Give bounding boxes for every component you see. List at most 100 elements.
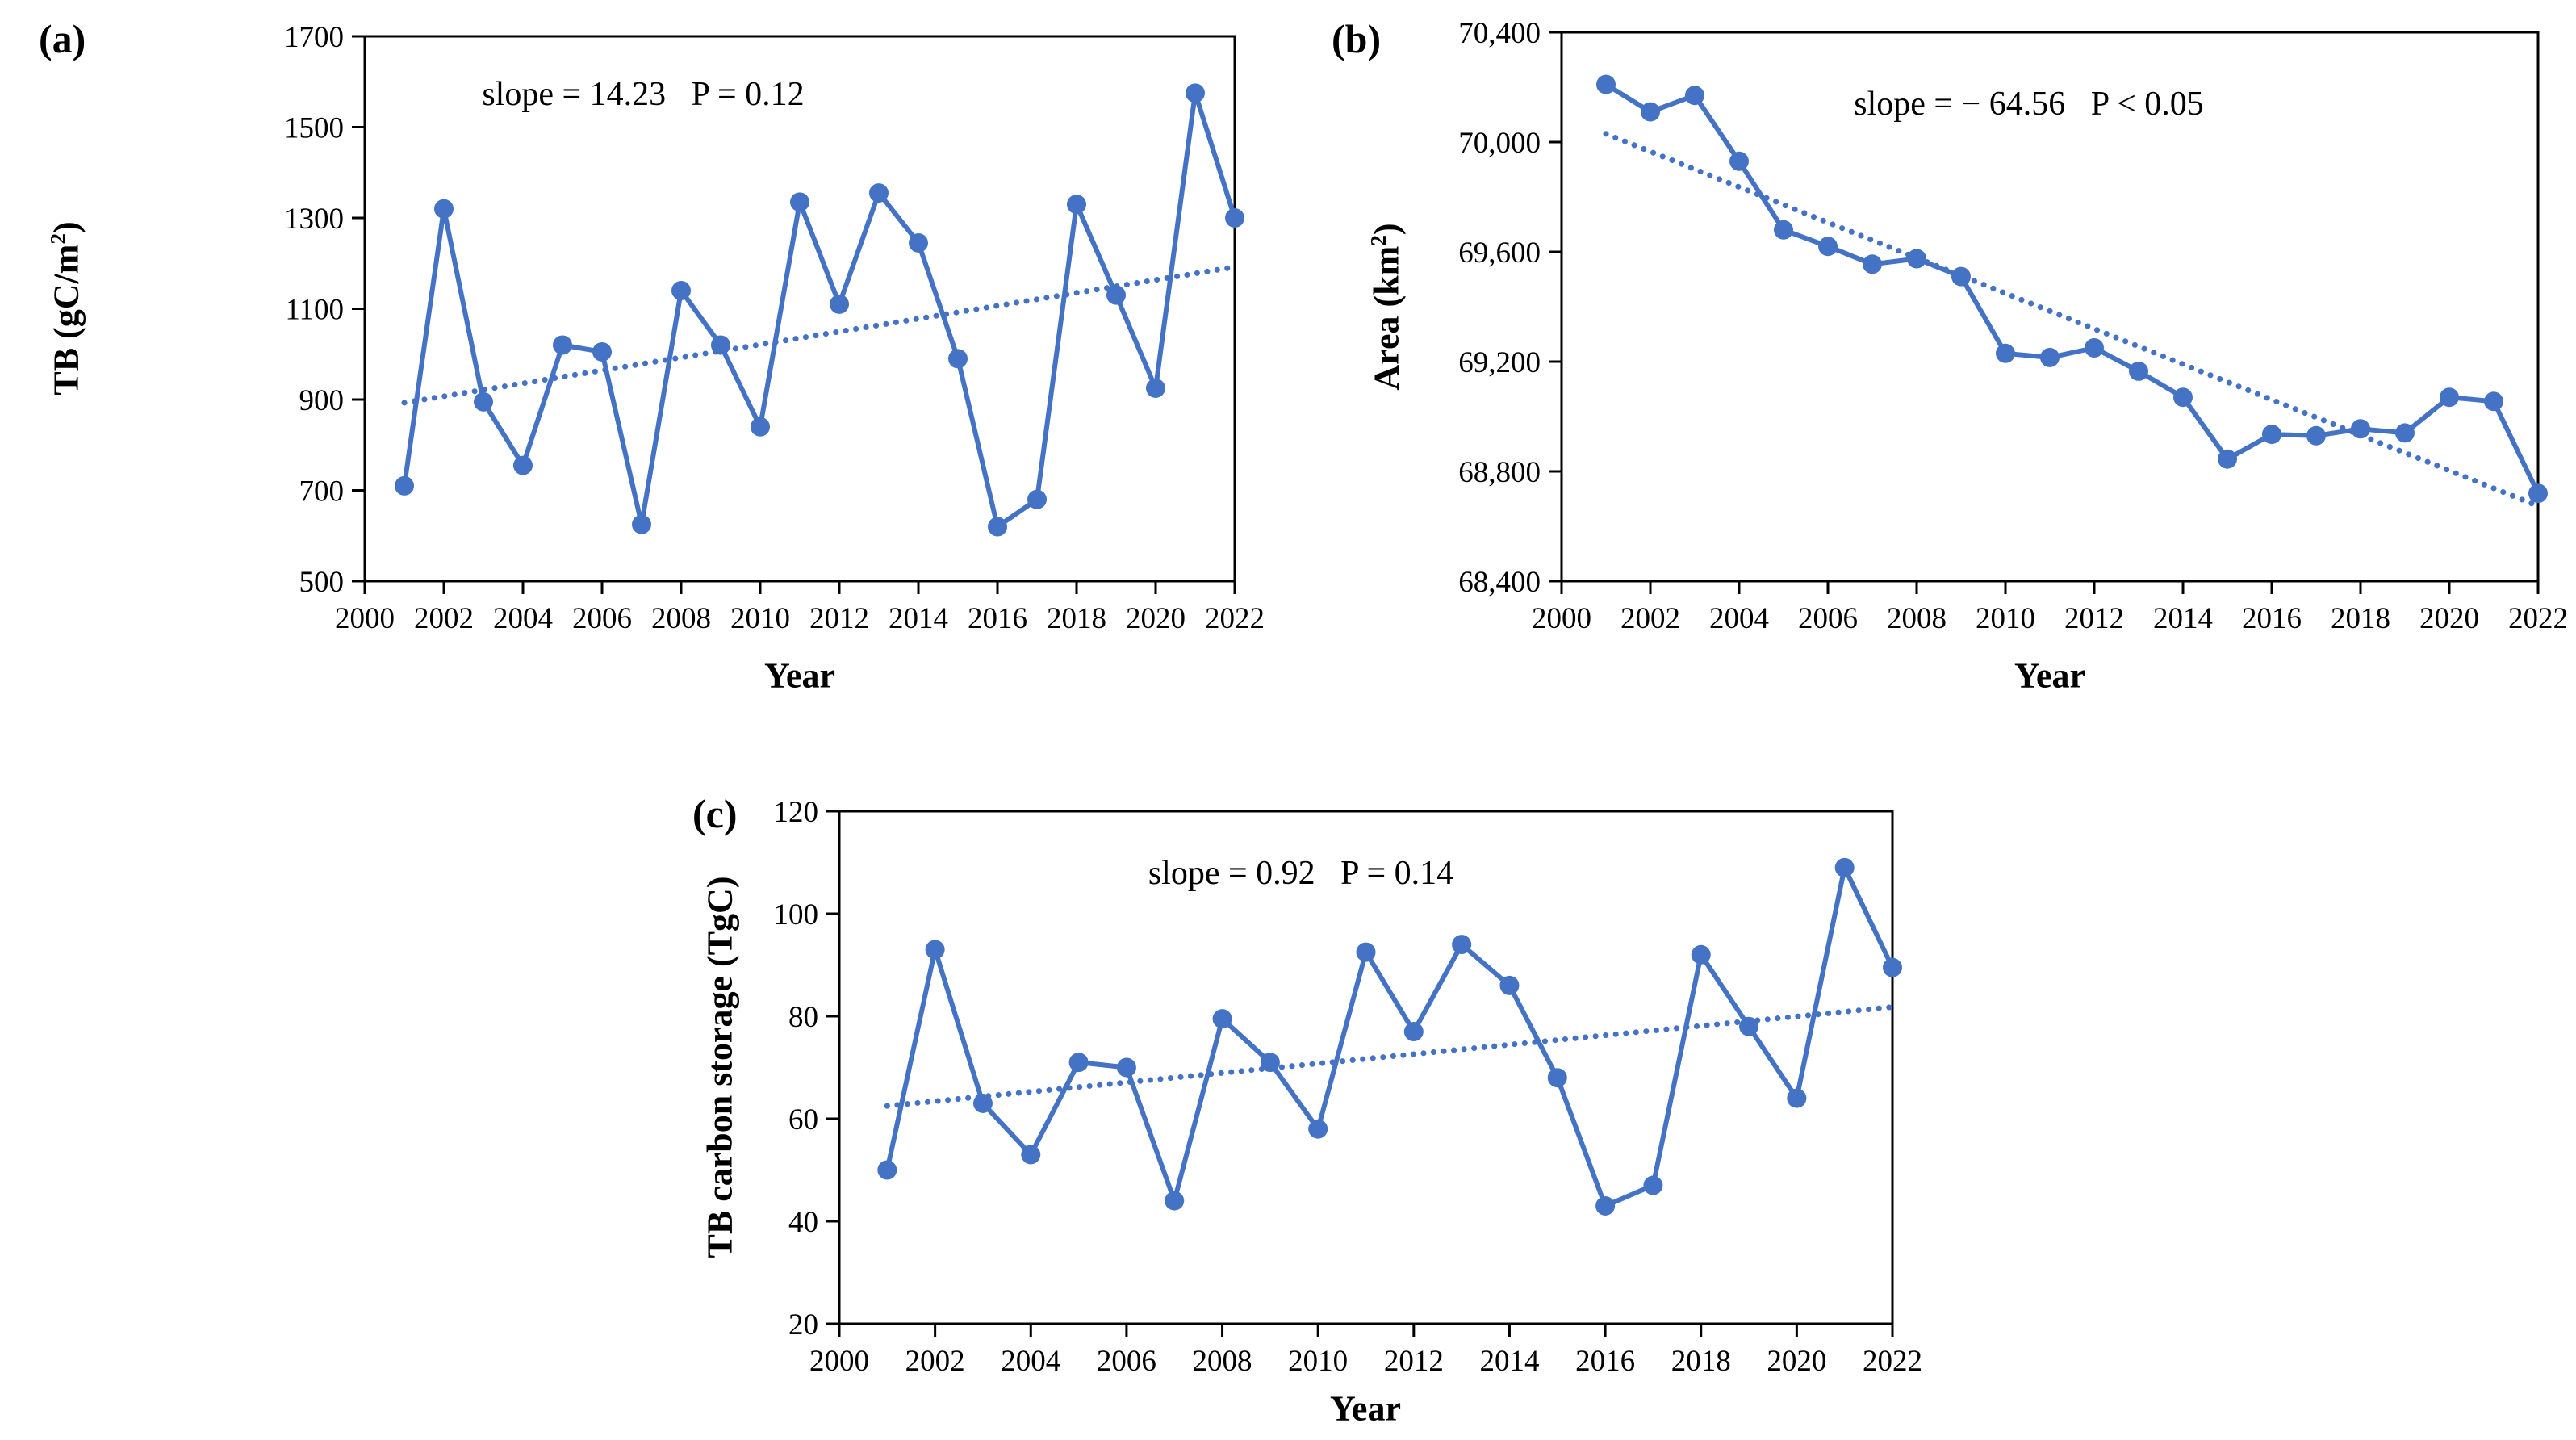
data-point bbox=[592, 341, 612, 362]
panel-b: 68,400 68,800 69,200 69,600 70,000 70,400 2000… bbox=[1307, 12, 2576, 722]
data-point bbox=[1225, 208, 1244, 228]
x-tick-label: 2000 bbox=[335, 602, 395, 635]
y-tick-label: 69,600 bbox=[1458, 237, 1541, 270]
data-point bbox=[2306, 425, 2326, 446]
x-tick-label: 2004 bbox=[1001, 1345, 1060, 1378]
data-point bbox=[1356, 942, 1376, 962]
data-point bbox=[1685, 86, 1704, 106]
y-tick-label: 68,800 bbox=[1458, 456, 1541, 489]
data-point bbox=[1641, 102, 1660, 122]
data-point bbox=[434, 199, 454, 219]
chart-a-y-axis-title: TB (gC/m2) bbox=[45, 221, 86, 396]
data-point bbox=[1021, 1145, 1041, 1165]
x-tick-label: 2020 bbox=[1126, 602, 1186, 635]
data-point bbox=[877, 1160, 897, 1180]
data-point bbox=[869, 183, 889, 203]
data-point bbox=[1027, 489, 1047, 509]
x-tick-label: 2020 bbox=[1767, 1345, 1826, 1378]
x-tick-label: 2006 bbox=[1798, 602, 1858, 635]
data-series-points bbox=[877, 857, 1902, 1216]
data-series-points bbox=[395, 83, 1244, 537]
chart-a-annotation: slope = 14.23 P = 0.12 bbox=[482, 76, 805, 113]
trend-line bbox=[884, 1004, 1896, 1109]
data-point bbox=[711, 335, 730, 355]
x-tick-label: 2000 bbox=[809, 1345, 869, 1378]
y-tick-label: 40 bbox=[788, 1206, 818, 1239]
chart-b-plot: 68,400 68,800 69,200 69,600 70,000 70,400 2000… bbox=[1458, 17, 2568, 635]
data-point bbox=[1774, 220, 1793, 240]
y-tick-label: 20 bbox=[788, 1308, 818, 1342]
data-point bbox=[1116, 1057, 1136, 1078]
data-point bbox=[1739, 1016, 1759, 1036]
x-tick-label: 2012 bbox=[809, 602, 869, 635]
y-tick-label: 68,400 bbox=[1458, 566, 1541, 599]
data-point bbox=[2351, 419, 2370, 439]
y-tick-label: 1100 bbox=[285, 294, 344, 327]
data-point bbox=[2484, 391, 2503, 412]
x-tick-label: 2018 bbox=[2331, 602, 2390, 635]
data-point bbox=[1403, 1022, 1424, 1042]
y-axis-ticks: 68,400 68,800 69,200 69,600 70,000 70,400 bbox=[1458, 17, 1562, 599]
data-point bbox=[1595, 1195, 1616, 1216]
x-tick-label: 2016 bbox=[2242, 602, 2302, 635]
x-tick-label: 2000 bbox=[1532, 602, 1591, 635]
x-tick-label: 2014 bbox=[2153, 602, 2213, 635]
x-tick-label: 2014 bbox=[1479, 1345, 1539, 1378]
y-tick-label: 1500 bbox=[284, 112, 344, 145]
data-point bbox=[1691, 944, 1711, 965]
data-point bbox=[2173, 387, 2193, 408]
data-point bbox=[1787, 1088, 1807, 1108]
y-tick-label: 500 bbox=[299, 566, 345, 599]
data-point bbox=[751, 417, 770, 437]
data-point bbox=[474, 391, 493, 412]
chart-b-annotation: slope = − 64.56 P < 0.05 bbox=[1854, 86, 2204, 123]
panel-a-label: (a) bbox=[39, 16, 86, 61]
y-axis-ticks: 20 40 60 80 100 120 bbox=[774, 796, 839, 1342]
data-point bbox=[1308, 1119, 1328, 1139]
panel-c-label: (c) bbox=[692, 791, 738, 836]
data-point bbox=[1834, 857, 1855, 877]
chart-c-y-axis-title: TB carbon storage (TgC) bbox=[700, 876, 740, 1258]
data-point bbox=[1729, 151, 1749, 171]
y-axis-ticks: 500 700 900 1100 1300 1500 1700 bbox=[284, 21, 365, 599]
data-point bbox=[909, 232, 928, 253]
x-tick-label: 2016 bbox=[968, 602, 1027, 635]
x-tick-label: 2016 bbox=[1575, 1345, 1635, 1378]
data-point bbox=[2440, 387, 2459, 408]
trend-line bbox=[401, 264, 1238, 406]
data-point bbox=[1106, 285, 1126, 305]
data-point bbox=[1643, 1175, 1663, 1195]
y-tick-label: 1300 bbox=[284, 203, 344, 236]
chart-c-x-axis-title: Year bbox=[1330, 1388, 1401, 1429]
data-point bbox=[1212, 1009, 1232, 1029]
data-point bbox=[972, 1093, 993, 1113]
x-tick-label: 2002 bbox=[1620, 602, 1680, 635]
y-tick-label: 69,200 bbox=[1458, 346, 1541, 379]
chart-c-annotation: slope = 0.92 P = 0.14 bbox=[1148, 855, 1454, 892]
data-point bbox=[1499, 975, 1520, 995]
data-point bbox=[513, 455, 533, 475]
x-tick-label: 2008 bbox=[1193, 1345, 1252, 1378]
data-point bbox=[988, 517, 1007, 537]
y-tick-label: 1700 bbox=[284, 21, 344, 54]
data-point bbox=[2262, 425, 2281, 445]
x-axis-ticks: 2000 2002 2004 2006 2008 2010 2012 2014 2016 2018… bbox=[335, 581, 1265, 635]
data-point bbox=[1452, 935, 1472, 955]
x-tick-label: 2018 bbox=[1671, 1345, 1731, 1378]
data-point bbox=[1146, 378, 1165, 398]
x-tick-label: 2018 bbox=[1047, 602, 1106, 635]
data-point bbox=[2085, 338, 2104, 358]
x-axis-ticks: 2000 2002 2004 2006 2008 2010 2012 2014 2016 2018… bbox=[1532, 581, 2568, 635]
data-point bbox=[1067, 195, 1086, 215]
data-point bbox=[395, 475, 414, 496]
x-tick-label: 2012 bbox=[1384, 1345, 1444, 1378]
x-tick-label: 2022 bbox=[1205, 602, 1265, 635]
data-point bbox=[830, 294, 849, 314]
x-tick-label: 2008 bbox=[651, 602, 711, 635]
chart-b-y-axis-title: Area (km2) bbox=[1365, 223, 1407, 391]
data-point bbox=[1186, 83, 1205, 103]
data-point bbox=[1260, 1053, 1280, 1073]
plot-border bbox=[838, 810, 1894, 1325]
data-point bbox=[790, 192, 809, 212]
